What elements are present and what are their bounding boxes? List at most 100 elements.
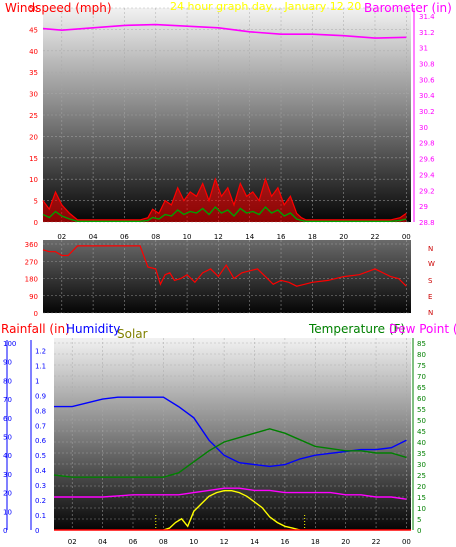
lower-x-tick-label: 08 — [159, 538, 168, 546]
temperature-y-tick-label: 75 — [417, 362, 426, 370]
wind-y-tick-label: 30 — [29, 91, 38, 99]
temperature-axis-label: Temperature (F) — [308, 322, 405, 336]
windspeed-average-series — [42, 205, 407, 223]
panel-wind-direction-grid — [43, 240, 411, 314]
baro-y-tick-label: 30 — [419, 124, 428, 132]
baro-y-tick-label: 31.4 — [419, 13, 435, 21]
direction-y-tick-label: 0 — [34, 310, 38, 318]
temperature-y-tick-label: 85 — [417, 340, 426, 348]
rain-y-tick-label: 0.9 — [35, 392, 46, 400]
baro-y-tick-label: 28.8 — [419, 219, 435, 227]
lower-x-tick-label: 00 — [402, 538, 411, 546]
direction-letter-e: E — [428, 293, 432, 301]
humidity-y-tick-label: 100 — [3, 340, 16, 348]
lower-x-tick-label: 16 — [280, 538, 289, 546]
baro-y-tick-label: 29 — [419, 203, 428, 211]
wind-y-tick-label: 0 — [34, 219, 38, 227]
wind-y-tick-label: 50 — [29, 5, 38, 13]
panel-rain-humidity-temp-bg — [54, 338, 411, 530]
temperature-y-tick-label: 10 — [417, 505, 426, 513]
lower-x-tick-label: 14 — [250, 538, 259, 546]
rainfall-axis-label: Rainfall (in) — [1, 322, 70, 336]
temperature-y-tick-label: 70 — [417, 373, 426, 381]
rain-y-tick-label: 0.1 — [35, 512, 46, 520]
wind-x-tick-label: 22 — [371, 233, 380, 241]
lower-x-tick-label: 18 — [311, 538, 320, 546]
rain-y-tick-label: 0.3 — [35, 482, 46, 490]
baro-y-tick-label: 30.8 — [419, 60, 435, 68]
wind-y-tick-label: 40 — [29, 48, 38, 56]
rain-y-tick-label: 1 — [35, 377, 39, 385]
wind-y-tick-label: 20 — [29, 133, 38, 141]
temperature-y-tick-label: 25 — [417, 472, 426, 480]
temperature-y-tick-label: 80 — [417, 351, 426, 359]
humidity-axis-label: Humidity — [66, 322, 120, 336]
temperature-y-tick-label: 35 — [417, 450, 426, 458]
wind-x-tick-label: 02 — [57, 233, 66, 241]
wind-direction-series — [42, 245, 407, 287]
panel-wind-baro-ticks: 0 5 10 15 20 25 30 35 40 45 50 28.8 29 29.2 29.4 29.6 29… — [29, 5, 435, 241]
wind-y-tick-label: 35 — [29, 69, 38, 77]
barometer-series — [42, 23, 407, 39]
temperature-y-tick-label: 5 — [417, 516, 421, 524]
dewpoint-series — [54, 487, 407, 500]
wind-y-tick-label: 10 — [29, 176, 38, 184]
wind-y-tick-label: 15 — [29, 155, 38, 163]
temperature-series — [53, 428, 407, 478]
rain-y-tick-label: 1.1 — [35, 362, 46, 370]
rain-y-tick-label: 0.4 — [35, 467, 47, 475]
chart-title: 24 hour graph day... January 12 20 — [170, 0, 361, 13]
temperature-y-tick-label: 55 — [417, 406, 426, 414]
baro-y-tick-label: 30.6 — [419, 76, 435, 84]
lower-x-tick-label: 22 — [372, 538, 381, 546]
temperature-y-tick-label: 60 — [417, 395, 426, 403]
direction-y-tick-label: 360 — [25, 241, 38, 249]
windspeed-area — [43, 179, 407, 222]
temperature-y-tick-label: 50 — [417, 417, 426, 425]
barometer-axis-label: Barometer (in) — [364, 1, 452, 15]
panel-wind-baro-series — [42, 23, 407, 223]
wind-x-tick-label: 16 — [277, 233, 286, 241]
lower-x-tick-label: 06 — [129, 538, 138, 546]
baro-y-tick-label: 31 — [419, 45, 428, 53]
windspeed-series — [42, 177, 407, 221]
panel-rain-humidity-temp-series — [53, 396, 411, 531]
temperature-y-tick-label: 30 — [417, 461, 426, 469]
temperature-y-tick-label: 40 — [417, 439, 426, 447]
wind-x-tick-label: 18 — [308, 233, 317, 241]
baro-y-tick-label: 29.6 — [419, 156, 435, 164]
panel-wind-direction-bg — [43, 240, 411, 313]
humidity-y-tick-label: 0 — [3, 527, 7, 535]
wind-x-tick-label: 10 — [183, 233, 192, 241]
rain-y-tick-label: 0 — [35, 527, 39, 535]
direction-y-tick-label: 180 — [25, 276, 38, 284]
wind-x-tick-label: 04 — [89, 233, 98, 241]
rain-y-tick-label: 0.8 — [35, 407, 46, 415]
temperature-y-tick-label: 45 — [417, 428, 426, 436]
direction-y-tick-label: 270 — [25, 258, 38, 266]
direction-y-tick-label: 90 — [29, 293, 38, 301]
baro-y-tick-label: 30.4 — [419, 92, 435, 100]
temperature-y-tick-label: 20 — [417, 483, 426, 491]
temperature-y-tick-label: 65 — [417, 384, 426, 392]
temperature-y-tick-label: 15 — [417, 494, 426, 502]
panel-wind-baro: 0 5 10 15 20 25 30 35 40 45 50 28.8 29 29.2 29.4 29.6 29… — [29, 5, 435, 241]
wind-x-tick-label: 20 — [339, 233, 348, 241]
solar-series — [163, 490, 301, 531]
wind-y-tick-label: 25 — [29, 112, 38, 120]
direction-letter-w: W — [428, 260, 435, 268]
temperature-y-tick-label: 0 — [417, 527, 421, 535]
baro-y-tick-label: 31.2 — [419, 29, 435, 37]
lower-x-tick-label: 04 — [98, 538, 107, 546]
wind-x-tick-label: 00 — [402, 233, 411, 241]
panel-rain-humidity-temp: 010203040506070809010000.10.20.30.40.50.… — [3, 338, 426, 546]
panel-wind-direction-series — [42, 245, 407, 287]
direction-letter-s: S — [428, 277, 433, 285]
wind-x-tick-label: 06 — [120, 233, 129, 241]
solar-axis-label: Solar — [117, 327, 148, 341]
rain-y-tick-label: 0.6 — [35, 437, 47, 445]
baro-y-tick-label: 29.4 — [419, 171, 435, 179]
wind-x-tick-label: 14 — [245, 233, 254, 241]
